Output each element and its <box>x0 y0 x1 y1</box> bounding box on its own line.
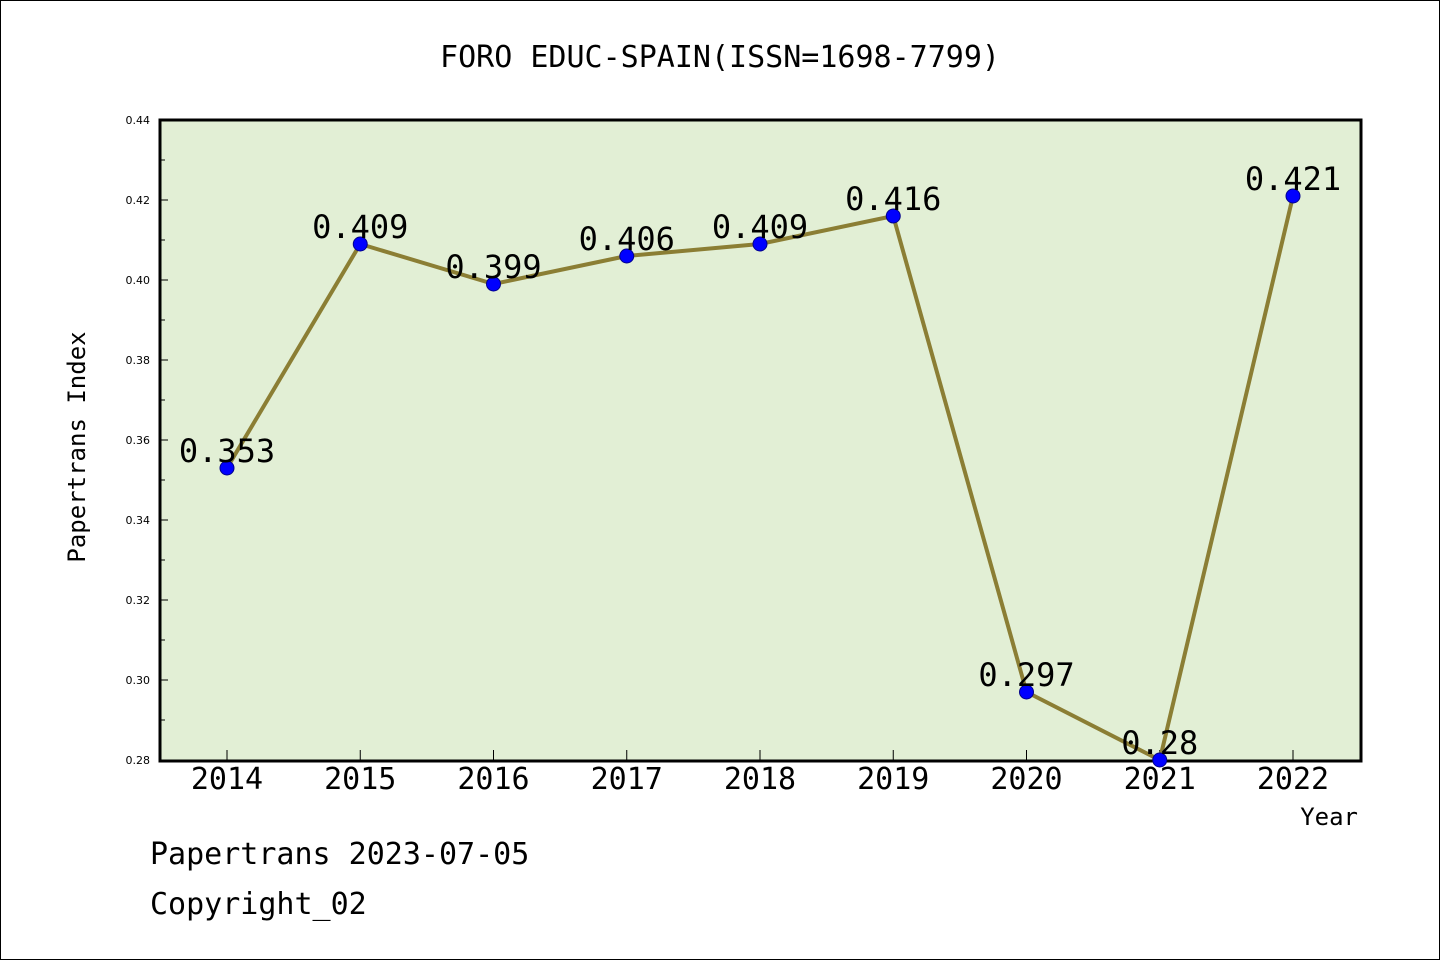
y-axis-label: Papertrans Index <box>63 331 91 562</box>
data-label: 0.297 <box>978 656 1074 694</box>
data-label: 0.399 <box>445 248 541 286</box>
y-axis: 0.28 0.30 0.32 0.34 0.36 0.38 0.40 0.42 0.44 <box>126 114 168 767</box>
y-tick-label: 0.34 <box>126 514 151 527</box>
data-point <box>219 460 235 476</box>
data-label: 0.353 <box>179 432 275 470</box>
data-label: 0.406 <box>579 220 675 258</box>
x-axis-label: Year <box>1300 803 1358 831</box>
y-tick-label: 0.36 <box>126 434 151 447</box>
y-tick-label: 0.40 <box>126 274 151 287</box>
x-tick-label: 2016 <box>457 762 529 797</box>
y-tick-label: 0.28 <box>126 754 151 767</box>
data-label: 0.28 <box>1121 724 1198 762</box>
data-point <box>1152 752 1168 768</box>
data-label: 0.409 <box>312 208 408 246</box>
footer-copyright: Copyright_02 <box>150 887 367 922</box>
x-axis: 2014 2015 2016 2017 2018 2019 2020 2021 2022 <box>191 750 1329 797</box>
data-point <box>1019 684 1034 700</box>
y-tick-label: 0.32 <box>126 594 151 607</box>
x-tick-label: 2022 <box>1257 762 1329 797</box>
data-point <box>352 236 368 252</box>
x-tick-label: 2017 <box>591 762 663 797</box>
x-tick-label: 2014 <box>191 762 263 797</box>
x-tick-label: 2015 <box>324 762 396 797</box>
data-point <box>486 276 501 292</box>
data-point <box>1285 188 1301 204</box>
data-series <box>219 188 1301 768</box>
footer-date: Papertrans 2023-07-05 <box>150 837 529 872</box>
data-label: 0.416 <box>845 180 941 218</box>
x-tick-label: 2020 <box>990 762 1062 797</box>
y-tick-label: 0.44 <box>126 114 151 127</box>
chart-title: FORO EDUC-SPAIN(ISSN=1698-7799) <box>440 40 1000 75</box>
y-tick-label: 0.30 <box>126 674 151 687</box>
data-label: 0.409 <box>712 208 808 246</box>
x-tick-label: 2021 <box>1124 762 1196 797</box>
plot-area <box>158 118 1363 763</box>
data-point <box>885 208 901 224</box>
data-point <box>619 248 635 264</box>
y-tick-label: 0.42 <box>126 194 151 207</box>
x-tick-label: 2019 <box>857 762 929 797</box>
data-labels: 0.353 0.409 0.399 0.406 0.409 0.416 0.297 0.28 0… <box>179 160 1341 762</box>
data-point <box>752 236 768 252</box>
data-label: 0.421 <box>1245 160 1341 198</box>
y-tick-label: 0.38 <box>126 354 151 367</box>
x-tick-label: 2018 <box>724 762 796 797</box>
